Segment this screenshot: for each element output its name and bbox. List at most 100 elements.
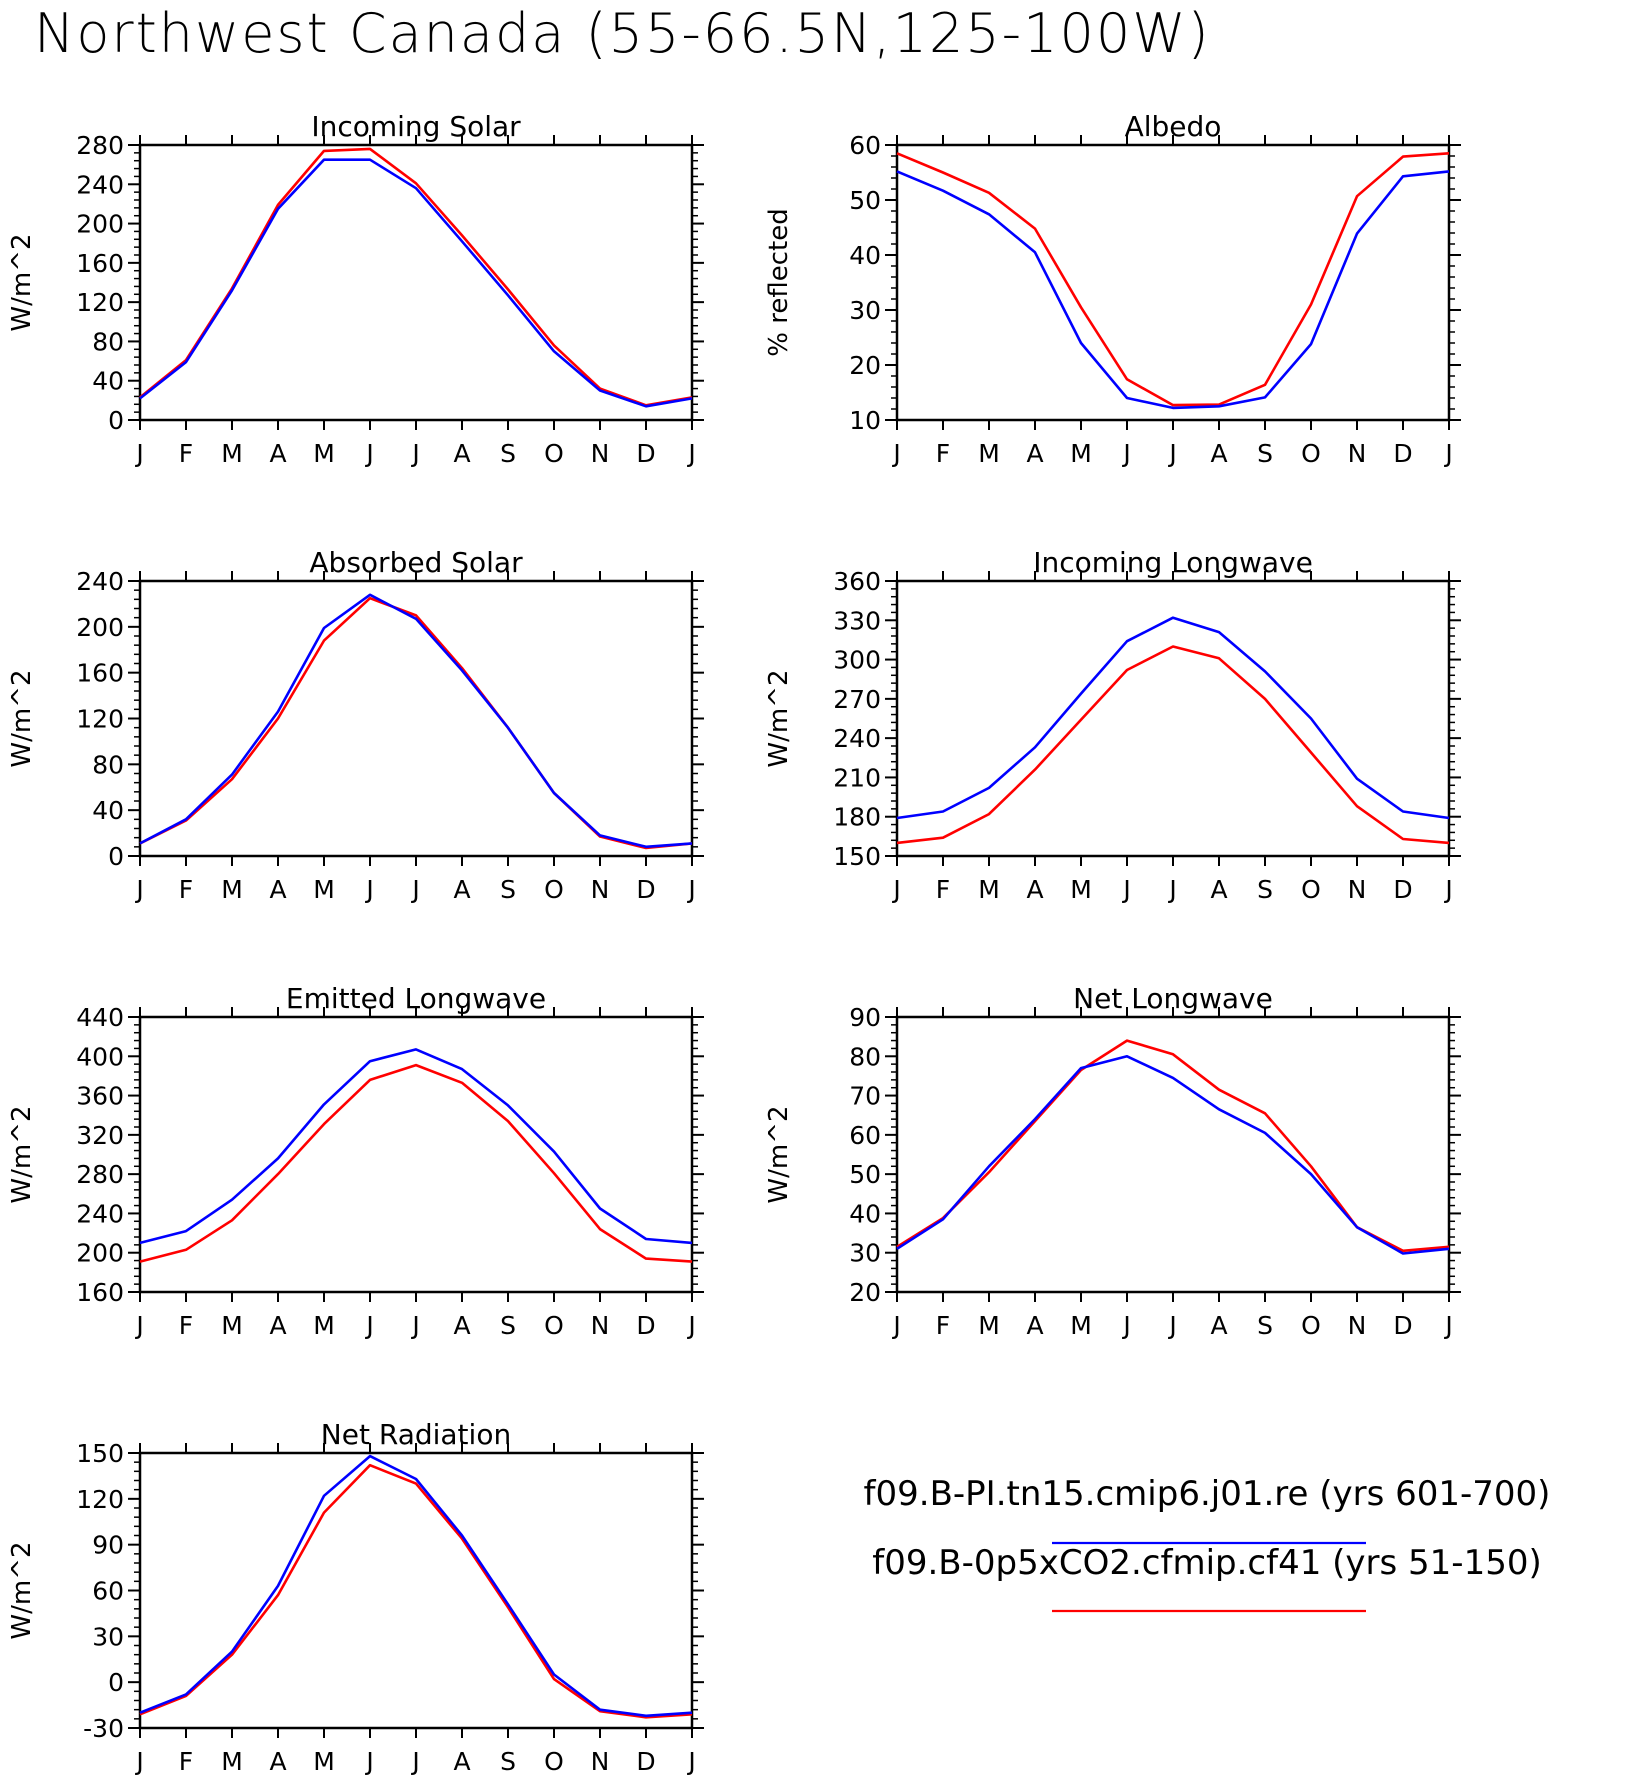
series-line (139, 593, 693, 849)
x-tick-label: M (221, 875, 243, 904)
x-tick-label: M (313, 875, 335, 904)
x-tick-label: D (1393, 875, 1412, 904)
y-tick-label: 360 (76, 1082, 124, 1111)
x-tick-label: J (1167, 1311, 1176, 1340)
x-tick-label: J (410, 439, 419, 468)
y-tick-label: 150 (833, 842, 881, 871)
plot-frame (138, 1451, 694, 1730)
series-line (896, 1039, 1450, 1253)
x-tick-label: J (410, 1747, 419, 1776)
x-tick-label: M (1070, 1311, 1092, 1340)
y-tick-label: 30 (849, 296, 881, 325)
x-tick-label: S (500, 1311, 516, 1340)
x-tick-label: N (1348, 439, 1367, 468)
x-tick-label: M (978, 1311, 1000, 1340)
x-tick-label: J (364, 1311, 373, 1340)
y-tick-label: 200 (76, 1239, 124, 1268)
plot-frame (138, 1015, 694, 1294)
x-tick-label: O (1301, 875, 1321, 904)
y-tick-label: 360 (833, 567, 881, 596)
x-tick-label: J (134, 1747, 143, 1776)
x-tick-label: F (179, 1747, 193, 1776)
x-tick-label: A (1026, 1311, 1043, 1340)
x-tick-label: O (544, 439, 564, 468)
x-tick-label: F (936, 1311, 950, 1340)
x-tick-label: A (1026, 875, 1043, 904)
x-tick-label: J (134, 875, 143, 904)
x-tick-label: A (453, 875, 470, 904)
series-line (139, 1463, 693, 1719)
y-axis-label: W/m^2 (7, 669, 37, 767)
y-tick-label: 60 (92, 1577, 124, 1606)
x-tick-label: D (1393, 1311, 1412, 1340)
y-tick-label: 90 (92, 1531, 124, 1560)
y-tick-label: 40 (849, 241, 881, 270)
x-tick-label: M (1070, 439, 1092, 468)
x-tick-label: J (891, 439, 900, 468)
y-axis-label: W/m^2 (764, 1105, 794, 1203)
y-tick-label: 50 (849, 1160, 881, 1189)
x-tick-label: J (1167, 875, 1176, 904)
y-tick-label: -30 (83, 1714, 124, 1743)
y-tick-label: 0 (108, 842, 124, 871)
x-tick-label: A (453, 1747, 470, 1776)
x-tick-label: M (978, 439, 1000, 468)
x-tick-label: S (500, 875, 516, 904)
y-tick-label: 0 (108, 1668, 124, 1697)
x-tick-label: S (500, 1747, 516, 1776)
x-tick-label: D (636, 439, 655, 468)
x-tick-label: J (364, 875, 373, 904)
y-tick-label: 400 (76, 1042, 124, 1071)
x-tick-label: O (544, 1747, 564, 1776)
x-tick-label: M (313, 1747, 335, 1776)
x-tick-label: F (936, 875, 950, 904)
plot-frame (895, 1015, 1451, 1294)
x-tick-label: N (591, 1311, 610, 1340)
y-tick-label: 30 (849, 1239, 881, 1268)
y-tick-label: 300 (833, 646, 881, 675)
y-tick-label: 10 (849, 406, 881, 435)
y-tick-label: 80 (92, 750, 124, 779)
plot-frame (138, 143, 694, 422)
x-tick-label: J (1443, 439, 1452, 468)
x-tick-label: A (269, 439, 286, 468)
y-tick-label: 120 (76, 288, 124, 317)
y-tick-label: 160 (76, 249, 124, 278)
x-tick-label: A (453, 1311, 470, 1340)
x-tick-label: J (891, 1311, 900, 1340)
series-line (139, 158, 693, 408)
x-tick-label: J (686, 439, 695, 468)
x-tick-label: J (891, 875, 900, 904)
legend-label-control: f09.B-PI.tn15.cmip6.j01.re (yrs 601-700) (864, 1474, 1551, 1514)
series-line (896, 645, 1450, 845)
y-tick-label: 40 (849, 1199, 881, 1228)
x-tick-label: J (410, 875, 419, 904)
x-tick-label: J (410, 1311, 419, 1340)
x-tick-label: J (364, 1747, 373, 1776)
x-tick-label: M (221, 439, 243, 468)
x-tick-label: M (978, 875, 1000, 904)
y-tick-label: 200 (76, 613, 124, 642)
y-tick-label: 240 (76, 1199, 124, 1228)
series-line (139, 1063, 693, 1263)
y-axis-label: % reflected (764, 208, 794, 356)
plot-frame (138, 579, 694, 858)
legend-label-experiment: f09.B-0p5xCO2.cfmip.cf41 (yrs 51-150) (872, 1543, 1541, 1583)
y-axis-label: W/m^2 (7, 1105, 37, 1203)
x-tick-label: N (591, 875, 610, 904)
x-tick-label: F (179, 439, 193, 468)
x-tick-label: N (591, 439, 610, 468)
x-tick-label: D (636, 1747, 655, 1776)
y-tick-label: 90 (849, 1003, 881, 1032)
y-tick-label: 320 (76, 1121, 124, 1150)
x-tick-label: M (221, 1311, 243, 1340)
plot-frame (895, 579, 1451, 858)
y-tick-label: 210 (833, 763, 881, 792)
y-tick-label: 440 (76, 1003, 124, 1032)
x-tick-label: D (636, 1311, 655, 1340)
